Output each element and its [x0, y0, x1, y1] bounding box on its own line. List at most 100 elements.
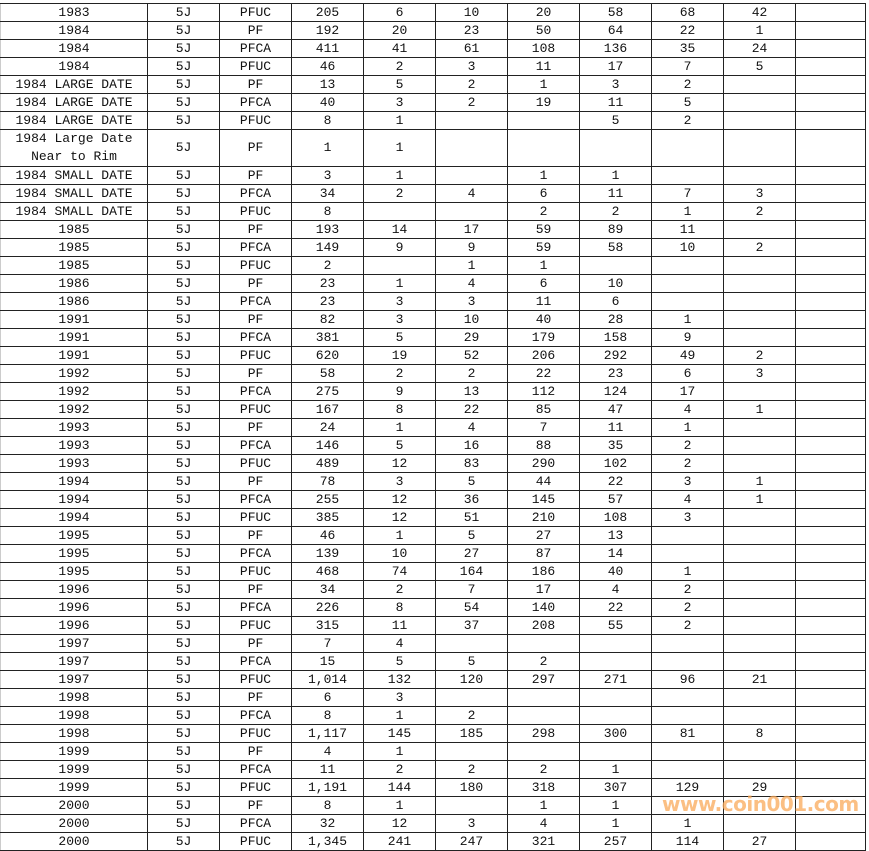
table-cell[interactable]: 1986 [0, 292, 148, 311]
table-cell[interactable]: 144 [363, 778, 436, 797]
table-cell[interactable]: 2 [723, 346, 796, 365]
table-cell[interactable]: 89 [579, 220, 652, 239]
table-cell[interactable]: 1996 [0, 616, 148, 635]
table-cell[interactable]: 5J [147, 220, 220, 239]
table-cell[interactable]: 5J [147, 93, 220, 112]
table-cell[interactable]: 21 [723, 670, 796, 689]
table-cell[interactable]: 5J [147, 3, 220, 22]
table-cell[interactable]: 2 [435, 364, 508, 383]
table-cell[interactable]: 61 [435, 39, 508, 58]
table-cell[interactable]: 1993 [0, 436, 148, 455]
table-cell[interactable]: 5J [147, 760, 220, 779]
table-cell[interactable]: PF [219, 418, 292, 437]
table-cell[interactable]: 7 [291, 634, 364, 653]
table-cell[interactable]: 5 [363, 436, 436, 455]
table-cell[interactable] [723, 292, 796, 311]
table-cell[interactable]: 2 [507, 652, 580, 671]
table-cell[interactable]: 2 [435, 93, 508, 112]
table-cell[interactable] [723, 760, 796, 779]
table-cell[interactable]: 96 [651, 670, 724, 689]
table-cell[interactable]: 1 [723, 21, 796, 40]
table-cell[interactable] [651, 274, 724, 293]
table-cell[interactable]: 5J [147, 39, 220, 58]
table-cell[interactable]: 24 [723, 39, 796, 58]
table-cell[interactable] [795, 814, 866, 833]
table-cell[interactable]: 5J [147, 670, 220, 689]
table-cell[interactable]: 9 [363, 382, 436, 401]
table-cell[interactable]: 4 [291, 742, 364, 761]
table-cell[interactable]: 5 [363, 75, 436, 94]
table-cell[interactable]: 255 [291, 490, 364, 509]
table-cell[interactable]: 149 [291, 238, 364, 257]
table-cell[interactable]: 2000 [0, 796, 148, 815]
table-cell[interactable]: 42 [723, 3, 796, 22]
table-cell[interactable]: 22 [579, 598, 652, 617]
table-cell[interactable]: 1992 [0, 364, 148, 383]
table-cell[interactable]: 11 [651, 220, 724, 239]
table-cell[interactable] [795, 346, 866, 365]
table-cell[interactable]: 37 [435, 616, 508, 635]
table-cell[interactable] [795, 832, 866, 851]
table-cell[interactable]: 40 [291, 93, 364, 112]
table-cell[interactable]: 22 [435, 400, 508, 419]
table-cell[interactable]: PF [219, 634, 292, 653]
table-cell[interactable]: PFCA [219, 184, 292, 203]
table-cell[interactable]: 36 [435, 490, 508, 509]
table-cell[interactable]: 1984 [0, 21, 148, 40]
table-cell[interactable] [795, 238, 866, 257]
table-cell[interactable]: 1994 [0, 508, 148, 527]
table-cell[interactable]: 13 [291, 75, 364, 94]
table-cell[interactable]: 185 [435, 724, 508, 743]
table-cell[interactable]: 3 [435, 292, 508, 311]
table-cell[interactable]: 29 [435, 328, 508, 347]
table-cell[interactable]: 1 [363, 526, 436, 545]
table-cell[interactable]: 12 [363, 490, 436, 509]
table-cell[interactable] [795, 688, 866, 707]
table-cell[interactable]: 300 [579, 724, 652, 743]
table-cell[interactable]: 2 [651, 580, 724, 599]
table-cell[interactable]: 7 [507, 418, 580, 437]
table-cell[interactable]: 8 [363, 598, 436, 617]
table-cell[interactable]: 1984 LARGE DATE [0, 75, 148, 94]
table-cell[interactable]: 46 [291, 526, 364, 545]
table-cell[interactable] [723, 220, 796, 239]
table-cell[interactable]: 1986 [0, 274, 148, 293]
table-cell[interactable]: PFCA [219, 436, 292, 455]
table-cell[interactable] [795, 75, 866, 94]
table-cell[interactable]: 1 [363, 418, 436, 437]
table-cell[interactable]: 226 [291, 598, 364, 617]
table-cell[interactable] [435, 688, 508, 707]
table-cell[interactable]: 5 [363, 652, 436, 671]
table-cell[interactable] [795, 562, 866, 581]
table-cell[interactable]: 2 [579, 202, 652, 221]
table-cell[interactable]: 1997 [0, 634, 148, 653]
table-cell[interactable]: PFCA [219, 382, 292, 401]
table-cell[interactable]: 6 [507, 274, 580, 293]
table-cell[interactable]: 102 [579, 454, 652, 473]
table-cell[interactable]: 1995 [0, 544, 148, 563]
table-cell[interactable] [795, 400, 866, 419]
table-cell[interactable]: PFCA [219, 238, 292, 257]
table-cell[interactable]: 1 [435, 256, 508, 275]
table-cell[interactable]: 6 [651, 364, 724, 383]
table-cell[interactable]: 4 [435, 418, 508, 437]
table-cell[interactable]: 50 [507, 21, 580, 40]
table-cell[interactable]: 192 [291, 21, 364, 40]
table-cell[interactable]: 2 [651, 616, 724, 635]
table-cell[interactable]: 5J [147, 75, 220, 94]
table-cell[interactable]: 1 [507, 75, 580, 94]
table-cell[interactable] [795, 364, 866, 383]
table-cell[interactable]: 1984 SMALL DATE [0, 166, 148, 185]
table-cell[interactable]: 5J [147, 544, 220, 563]
table-cell[interactable] [723, 580, 796, 599]
table-cell[interactable]: 1985 [0, 220, 148, 239]
table-cell[interactable] [795, 670, 866, 689]
table-cell[interactable]: 83 [435, 454, 508, 473]
table-cell[interactable] [795, 292, 866, 311]
table-cell[interactable]: PFUC [219, 3, 292, 22]
table-cell[interactable]: PFCA [219, 93, 292, 112]
table-cell[interactable]: 164 [435, 562, 508, 581]
table-cell[interactable] [795, 202, 866, 221]
table-cell[interactable]: 275 [291, 382, 364, 401]
table-cell[interactable]: 1991 [0, 346, 148, 365]
